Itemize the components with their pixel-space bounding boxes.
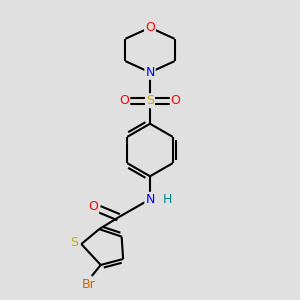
Text: O: O	[88, 200, 98, 213]
Text: O: O	[119, 94, 129, 107]
Text: O: O	[145, 21, 155, 34]
Text: O: O	[171, 94, 181, 107]
Text: N: N	[145, 193, 155, 206]
Text: S: S	[146, 94, 154, 107]
Text: N: N	[145, 66, 155, 79]
Text: H: H	[163, 193, 172, 206]
Text: Br: Br	[82, 278, 96, 292]
Text: S: S	[70, 236, 78, 249]
